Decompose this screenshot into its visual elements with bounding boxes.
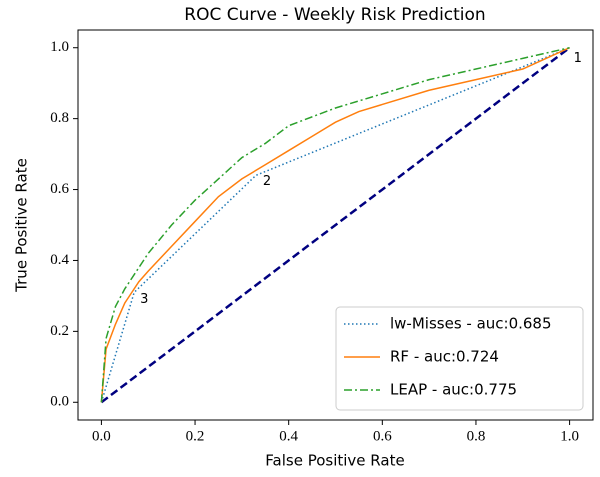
legend-label: LEAP - auc:0.775 xyxy=(390,381,517,399)
roc-line xyxy=(100,46,570,403)
chart-title: ROC Curve - Weekly Risk Prediction xyxy=(184,5,485,25)
annotation: 1 xyxy=(574,51,582,66)
x-axis-label: False Positive Rate xyxy=(265,452,404,470)
x-tick-label: 0.6 xyxy=(373,428,392,444)
y-tick-label: 0.8 xyxy=(50,110,69,126)
x-tick-label: 0.2 xyxy=(186,428,205,444)
legend-label: lw-Misses - auc:0.685 xyxy=(390,315,552,333)
x-tick-label: 0.0 xyxy=(92,428,111,444)
roc-line xyxy=(100,47,570,403)
x-tick-label: 1.0 xyxy=(560,428,579,444)
roc-line xyxy=(100,47,570,403)
y-tick-label: 0.2 xyxy=(50,323,69,339)
x-tick-label: 0.4 xyxy=(279,428,298,444)
diagonal-line xyxy=(100,46,571,404)
y-tick-label: 0.0 xyxy=(50,394,69,410)
y-tick-label: 0.6 xyxy=(50,181,69,197)
annotation: 3 xyxy=(140,292,148,307)
x-tick-label: 0.8 xyxy=(467,428,486,444)
plot-frame xyxy=(77,29,594,421)
annotation: 2 xyxy=(263,174,271,189)
y-axis-label: True Positive Rate xyxy=(13,158,31,293)
y-tick-label: 1.0 xyxy=(50,39,69,55)
legend-box xyxy=(335,306,584,411)
y-tick-label: 0.4 xyxy=(50,252,69,268)
legend-label: RF - auc:0.724 xyxy=(390,348,499,366)
